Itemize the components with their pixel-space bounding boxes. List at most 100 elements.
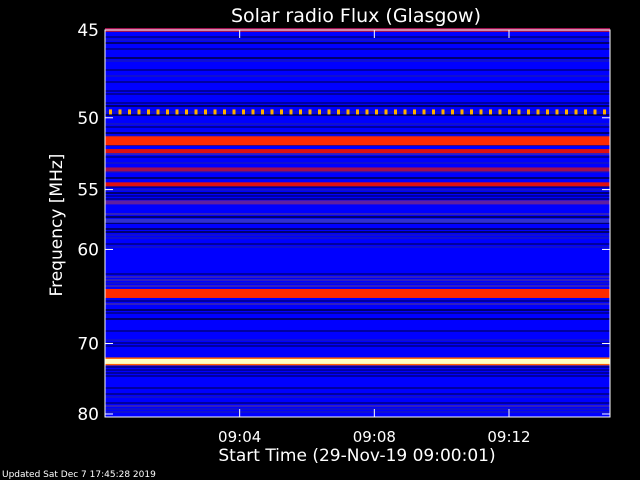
spectrogram-row [105, 246, 610, 248]
band-dot [118, 109, 122, 115]
plot-frame [104, 29, 611, 418]
spectrogram-row [105, 105, 610, 107]
band-dot [270, 109, 274, 115]
band-dot [242, 109, 245, 115]
band-dot [109, 109, 112, 115]
band-dot [166, 109, 169, 115]
spectrogram-row [105, 243, 610, 245]
spectrogram-row [105, 222, 610, 224]
band-dot [441, 109, 445, 115]
band-dot [327, 109, 331, 115]
spectrogram-row [105, 93, 610, 95]
emission-band [105, 167, 610, 172]
emission-band [105, 218, 610, 223]
spectrogram-row [105, 273, 610, 275]
y-tick-label: 45 [77, 21, 99, 41]
spectrogram-row [105, 234, 610, 236]
spectrogram-row [105, 195, 610, 197]
x-axis-label: Start Time (29-Nov-19 09:00:01) [218, 446, 495, 466]
spectrogram-row [105, 177, 610, 179]
spectrogram-row [105, 303, 610, 305]
band-dot [365, 109, 369, 115]
band-dot [156, 109, 160, 115]
spectrogram-row [105, 285, 610, 287]
y-tick-label: 70 [77, 334, 99, 354]
band-dot [251, 109, 255, 115]
spectrogram-row [105, 237, 610, 239]
spectrogram-row [105, 102, 610, 104]
band-dot [375, 109, 378, 115]
spectrogram-row [105, 123, 610, 125]
band-dot [574, 109, 578, 115]
band-dot [470, 109, 473, 115]
band-dot [346, 109, 350, 115]
spectrogram-row [105, 186, 610, 188]
spectrogram-row [105, 300, 610, 302]
dotted-band [109, 109, 606, 115]
band-dot [308, 109, 312, 115]
spectrogram-row [105, 135, 610, 137]
band-dot [422, 109, 426, 115]
spectrogram-row [105, 198, 610, 200]
spectrogram-row [105, 39, 610, 41]
band-dot [204, 109, 207, 115]
spectrogram-row [105, 318, 610, 320]
band-dot [555, 109, 559, 115]
y-axis: 45 50 55 60 70 80 [77, 21, 610, 425]
spectrogram-row [105, 312, 610, 314]
spectrogram-row [105, 57, 610, 59]
emission-band [105, 358, 610, 364]
spectrogram-row [105, 405, 610, 407]
band-dot [460, 109, 464, 115]
spectrogram-row [105, 231, 610, 233]
y-tick-label: 60 [77, 240, 99, 260]
chart-title: Solar radio Flux (Glasgow) [231, 5, 481, 27]
emission-band [105, 200, 610, 205]
spectrogram-row [105, 369, 610, 371]
spectrogram-row [105, 309, 610, 311]
spectrogram-row [105, 279, 610, 281]
band-dot [394, 109, 397, 115]
band-dot [384, 109, 388, 115]
spectrogram-row [105, 81, 610, 83]
emission-band [105, 149, 610, 154]
spectrogram-row [105, 366, 610, 368]
x-tick-label: 09:12 [487, 428, 530, 446]
band-dot [356, 109, 359, 115]
spectrogram-row [105, 282, 610, 284]
spectrogram-row [105, 387, 610, 389]
y-tick-label: 55 [77, 181, 99, 201]
spectrogram-row [105, 345, 610, 347]
plot-area [104, 28, 611, 418]
band-dot [175, 109, 179, 115]
band-dot [213, 109, 217, 115]
spectrogram-row [105, 192, 610, 194]
band-dot [232, 109, 236, 115]
band-dot [413, 109, 416, 115]
band-dot [508, 109, 511, 115]
spectrogram-row [105, 126, 610, 128]
spectrogram-row [105, 48, 610, 50]
spectrogram-row [105, 171, 610, 173]
band-dot [536, 109, 540, 115]
y-axis-label: Frequency [MHz] [47, 154, 67, 297]
band-dot [498, 109, 502, 115]
band-dot [432, 109, 435, 115]
band-dot [318, 109, 321, 115]
band-dot [280, 109, 283, 115]
spectrogram-row [105, 411, 610, 413]
emission-band [105, 136, 610, 146]
spectrogram-row [105, 408, 610, 410]
spectrogram-row [105, 372, 610, 374]
band-dot [185, 109, 188, 115]
band-dot [593, 109, 597, 115]
spectrogram-row [105, 156, 610, 158]
x-tick-label: 09:08 [353, 428, 396, 446]
band-dot [479, 109, 483, 115]
band-dot [565, 109, 568, 115]
band-dot [299, 109, 302, 115]
spectrogram-row [105, 276, 610, 278]
spectrogram-row [105, 393, 610, 395]
band-dot [337, 109, 340, 115]
